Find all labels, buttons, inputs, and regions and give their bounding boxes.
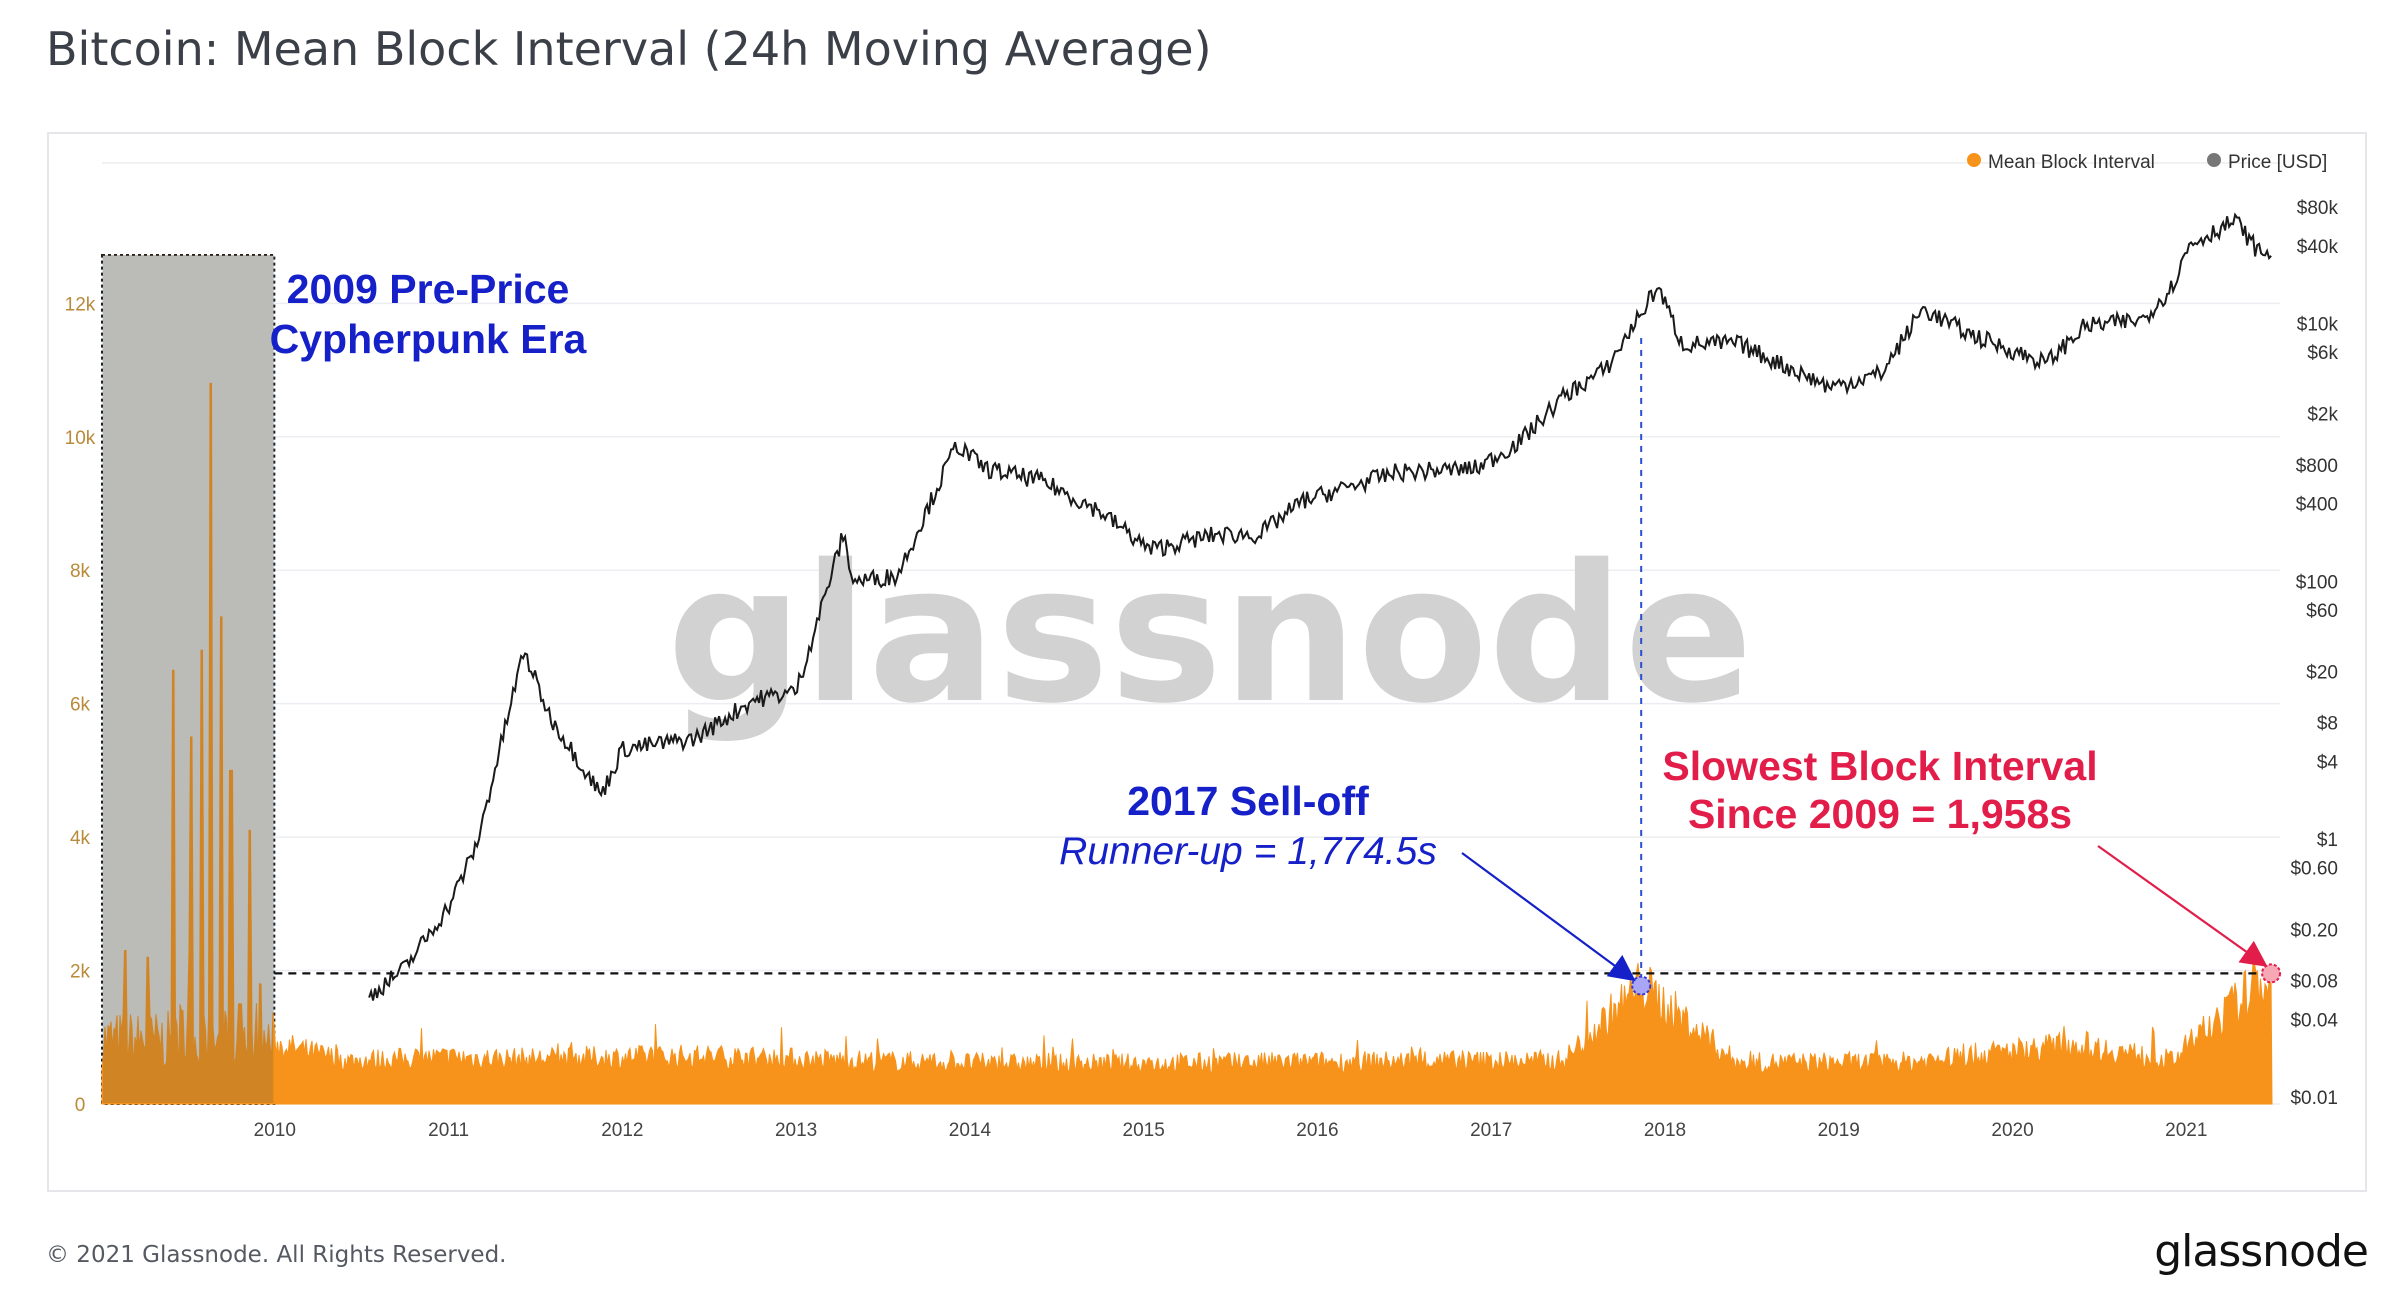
x-tick-label: 2021 [2165, 1120, 2207, 1141]
y-left-tick-label: 12k [65, 294, 96, 315]
x-tick-label: 2019 [1818, 1120, 1860, 1141]
x-tick-label: 2014 [949, 1120, 992, 1141]
x-tick-label: 2017 [1470, 1120, 1512, 1141]
y-right-tick-label: $2k [2307, 405, 2338, 426]
x-tick-label: 2010 [254, 1120, 296, 1141]
y-right-tick-label: $0.60 [2290, 859, 2338, 880]
watermark: glassnode [667, 524, 1753, 745]
y-left-tick-label: 8k [70, 561, 91, 582]
interval-area [101, 382, 2273, 1105]
y-right-tick-label: $1 [2317, 830, 2338, 851]
y-right-tick-label: $8 [2317, 714, 2338, 735]
legend: Mean Block Interval Price [USD] [1967, 152, 2327, 173]
legend-interval-label: Mean Block Interval [1988, 152, 2155, 173]
y-left-tick-label: 2k [70, 962, 91, 983]
y-right-tick-label: $800 [2296, 456, 2338, 477]
y-right-tick-label: $40k [2297, 237, 2339, 258]
era-region-box [101, 254, 276, 1105]
annotations: 2009 Pre-Price Cypherpunk Era 2017 Sell-… [270, 266, 2098, 873]
legend-interval-dot [1967, 153, 1981, 167]
legend-price-label: Price [USD] [2228, 152, 2327, 173]
copyright-text: © 2021 Glassnode. All Rights Reserved. [46, 1242, 507, 1268]
slowest-marker [2261, 963, 2282, 984]
selloff-arrow [1461, 852, 1636, 982]
slowest-annotation-line1: Slowest Block Interval [1662, 743, 2097, 789]
selloff-annotation-title: 2017 Sell-off [1127, 778, 1369, 824]
x-tick-label: 2015 [1123, 1120, 1165, 1141]
mean-block-interval-series [101, 255, 2273, 1105]
price-series [368, 212, 2272, 1001]
era-annotation-line2: Cypherpunk Era [270, 316, 588, 362]
slowest-annotation-line2: Since 2009 = 1,958s [1688, 791, 2072, 837]
x-tick-label: 2011 [428, 1120, 469, 1141]
pre-price-era-region [101, 254, 276, 1105]
y-right-tick-label: $0.08 [2290, 972, 2338, 993]
y-right-tick-label: $6k [2307, 343, 2338, 364]
y-right-tick-label: $80k [2297, 198, 2339, 219]
y-right-tick-label: $400 [2296, 495, 2338, 516]
x-tick-label: 2020 [1991, 1120, 2033, 1141]
y-right-tick-label: $0.20 [2290, 920, 2338, 941]
x-tick-label: 2013 [775, 1120, 817, 1141]
reference-lines [274, 338, 2282, 996]
y-left-axis: 0 2k 4k 6k 8k 10k 12k [65, 294, 96, 1116]
x-tick-label: 2018 [1644, 1120, 1686, 1141]
selloff-marker [1631, 975, 1652, 996]
y-left-tick-label: 4k [70, 828, 91, 849]
y-right-tick-label: $100 [2296, 572, 2338, 593]
y-right-tick-label: $4 [2317, 753, 2339, 774]
x-tick-label: 2012 [601, 1120, 643, 1141]
y-right-axis: $0.01 $0.04 $0.08 $0.20 $0.60 $1 $4 $8 $20 $60 $10… [2290, 198, 2338, 1109]
legend-price-dot [2207, 153, 2221, 167]
y-right-tick-label: $0.01 [2290, 1088, 2338, 1109]
y-left-tick-label: 0 [75, 1095, 86, 1116]
y-left-tick-label: 6k [70, 695, 91, 716]
x-tick-label: 2016 [1296, 1120, 1338, 1141]
slowest-arrow [2097, 845, 2268, 967]
y-right-tick-label: $0.04 [2290, 1010, 2338, 1031]
page-title: Bitcoin: Mean Block Interval (24h Moving… [46, 22, 1212, 76]
y-left-tick-label: 10k [65, 428, 96, 449]
era-annotation-line1: 2009 Pre-Price [287, 266, 570, 312]
era-overlay-tint [103, 255, 274, 1103]
y-right-tick-label: $60 [2306, 601, 2338, 622]
x-axis: 2010 2011 2012 2013 2014 2015 2016 2017 2018 2019… [254, 1120, 2208, 1141]
price-line [368, 212, 2272, 1001]
brand-logo: glassnode [2154, 1226, 2369, 1277]
y-right-tick-label: $20 [2306, 662, 2338, 683]
selloff-annotation-detail: Runner-up = 1,774.5s [1059, 830, 1437, 873]
chart-frame [47, 132, 2367, 1192]
y-right-tick-label: $10k [2297, 314, 2339, 335]
